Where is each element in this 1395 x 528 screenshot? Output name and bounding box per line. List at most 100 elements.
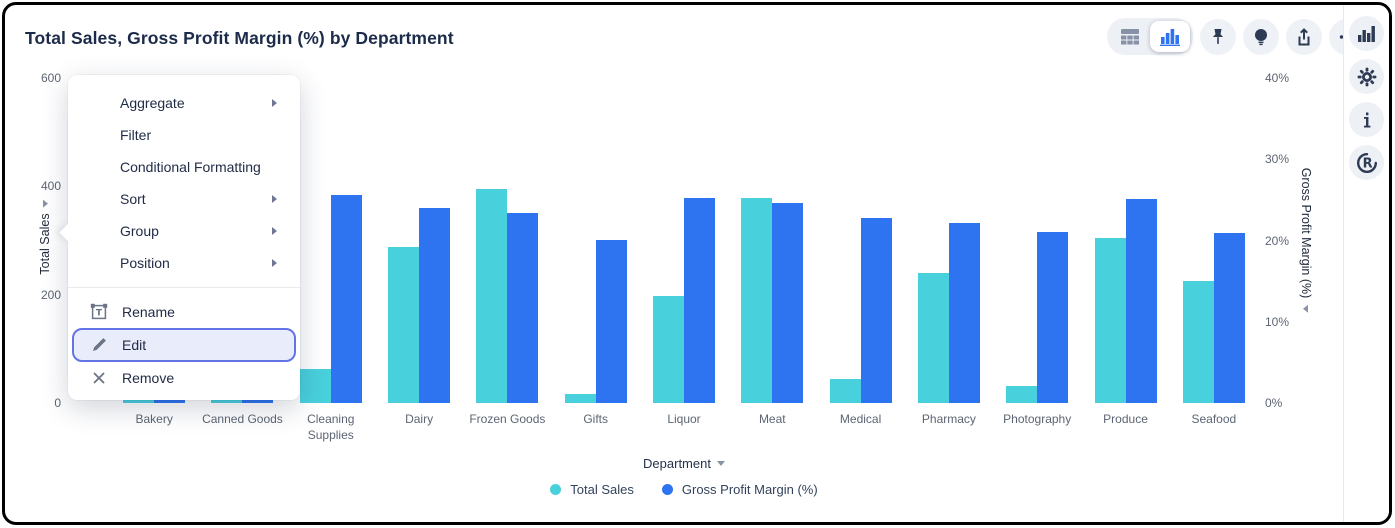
- export-icon: [1294, 27, 1314, 47]
- settings-button[interactable]: [1349, 59, 1384, 94]
- right-axis-tick: 20%: [1265, 233, 1290, 248]
- menu-item-label: Position: [120, 255, 170, 271]
- table-view-button[interactable]: [1110, 21, 1150, 52]
- menu-item-remove[interactable]: Remove: [68, 362, 300, 394]
- bar-total-sales[interactable]: [653, 296, 684, 403]
- menu-item-filter[interactable]: Filter: [68, 119, 300, 151]
- left-axis-tick: 200: [40, 287, 61, 302]
- info-button[interactable]: [1349, 102, 1384, 137]
- bar-total-sales[interactable]: [917, 273, 949, 403]
- right-axis-tick: 30%: [1265, 152, 1290, 167]
- bar-total-sales[interactable]: [564, 393, 596, 403]
- insights-button[interactable]: [1243, 18, 1279, 55]
- menu-item-conditional-formatting[interactable]: Conditional Formatting: [68, 151, 300, 183]
- reveal-logo-icon: R: [1356, 152, 1378, 174]
- right-axis-title[interactable]: Gross Profit Margin (%): [1299, 168, 1313, 313]
- submenu-arrow-icon: [271, 98, 278, 108]
- x-axis-title-row: Department: [110, 456, 1258, 471]
- menu-item-edit[interactable]: Edit: [72, 328, 296, 362]
- bar-total-sales[interactable]: [1182, 281, 1214, 403]
- view-toggle: [1107, 18, 1193, 55]
- menu-divider: [68, 287, 300, 288]
- toolbar: [1107, 18, 1365, 55]
- bar-total-sales[interactable]: [1094, 237, 1126, 403]
- right-axis-tick: 0%: [1265, 396, 1283, 410]
- category-label: Meat: [758, 412, 786, 426]
- left-axis-tick: 0: [54, 396, 61, 410]
- category-label: Medical: [839, 412, 882, 426]
- legend-dot-icon: [550, 484, 562, 495]
- bar-total-sales[interactable]: [476, 189, 508, 403]
- axis-title-label: Gross Profit Margin (%): [1299, 167, 1313, 299]
- pin-button[interactable]: [1200, 18, 1236, 55]
- category-label: Gifts: [583, 412, 609, 426]
- left-axis-tick: 400: [40, 179, 61, 194]
- menu-item-label: Aggregate: [120, 95, 185, 111]
- dropdown-arrow-icon: [1303, 304, 1309, 313]
- menu-item-sort[interactable]: Sort: [68, 183, 300, 215]
- context-menu: Aggregate Filter Conditional Formatting Sor…: [59, 75, 300, 400]
- dropdown-arrow-icon: [42, 199, 48, 208]
- category-label: Dairy: [405, 412, 434, 426]
- chart-view-button[interactable]: [1150, 21, 1190, 52]
- x-axis-title-label: Department: [643, 456, 711, 471]
- category-label: Seafood: [1191, 412, 1237, 426]
- category-label: Produce: [1103, 412, 1148, 426]
- menu-item-label: Group: [120, 223, 159, 239]
- bar-total-sales[interactable]: [1006, 386, 1038, 403]
- bar-gross-profit-margin[interactable]: [419, 208, 451, 403]
- bar-gross-profit-margin[interactable]: [595, 239, 627, 403]
- bar-gross-profit-margin[interactable]: [948, 222, 980, 403]
- submenu-arrow-icon: [271, 194, 278, 204]
- svg-text:T: T: [96, 309, 103, 319]
- x-icon: [90, 369, 108, 387]
- chart-bars-icon: [1160, 28, 1180, 46]
- menu-item-label: Filter: [120, 127, 152, 143]
- bar-total-sales[interactable]: [829, 379, 861, 403]
- submenu-arrow-icon: [271, 226, 278, 236]
- bar-total-sales[interactable]: [388, 247, 420, 403]
- x-axis-title[interactable]: Department: [643, 456, 725, 471]
- bar-gross-profit-margin[interactable]: [772, 203, 804, 403]
- export-button[interactable]: [1286, 18, 1322, 55]
- legend-label: Gross Profit Margin (%): [681, 482, 818, 497]
- lightbulb-icon: [1251, 27, 1271, 47]
- bar-gross-profit-margin[interactable]: [1213, 233, 1245, 403]
- menu-item-label: Rename: [122, 304, 175, 320]
- menu-item-group[interactable]: Group: [68, 215, 300, 247]
- bar-gross-profit-margin[interactable]: [1125, 199, 1157, 403]
- rename-icon: T: [90, 303, 108, 321]
- bar-total-sales[interactable]: [299, 368, 331, 403]
- menu-item-position[interactable]: Position: [68, 247, 300, 279]
- menu-item-label: Sort: [120, 191, 146, 207]
- bar-gross-profit-margin[interactable]: [507, 212, 539, 403]
- svg-text:R: R: [1362, 156, 1372, 171]
- page-title: Total Sales, Gross Profit Margin (%) by …: [25, 28, 454, 48]
- legend-dot-icon: [661, 484, 673, 495]
- menu-item-aggregate[interactable]: Aggregate: [68, 87, 300, 119]
- right-rail: R: [1343, 5, 1389, 522]
- bar-total-sales[interactable]: [741, 198, 773, 403]
- dropdown-arrow-icon: [716, 461, 725, 466]
- left-axis-tick: 600: [40, 71, 61, 85]
- menu-item-label: Conditional Formatting: [120, 159, 261, 175]
- menu-item-rename[interactable]: T Rename: [68, 296, 300, 328]
- legend-label: Total Sales: [570, 482, 634, 497]
- reveal-home-button[interactable]: R: [1349, 145, 1384, 180]
- menu-item-label: Remove: [122, 370, 175, 386]
- bar-gross-profit-margin[interactable]: [1037, 232, 1069, 403]
- category-label: Frozen Goods: [469, 412, 546, 426]
- bar-gross-profit-margin[interactable]: [330, 195, 362, 403]
- submenu-arrow-icon: [271, 258, 278, 268]
- bar-gross-profit-margin[interactable]: [860, 217, 892, 403]
- column-chart-icon: [1357, 25, 1376, 43]
- left-axis-title[interactable]: Total Sales: [38, 199, 52, 275]
- bar-gross-profit-margin[interactable]: [684, 198, 715, 403]
- category-label: Liquor: [667, 412, 701, 426]
- legend-item[interactable]: Gross Profit Margin (%): [661, 482, 818, 497]
- table-icon: [1120, 28, 1140, 46]
- legend-item[interactable]: Total Sales: [550, 482, 634, 497]
- visualizations-button[interactable]: [1349, 16, 1384, 51]
- category-label: Cleaning Supplies: [307, 412, 355, 442]
